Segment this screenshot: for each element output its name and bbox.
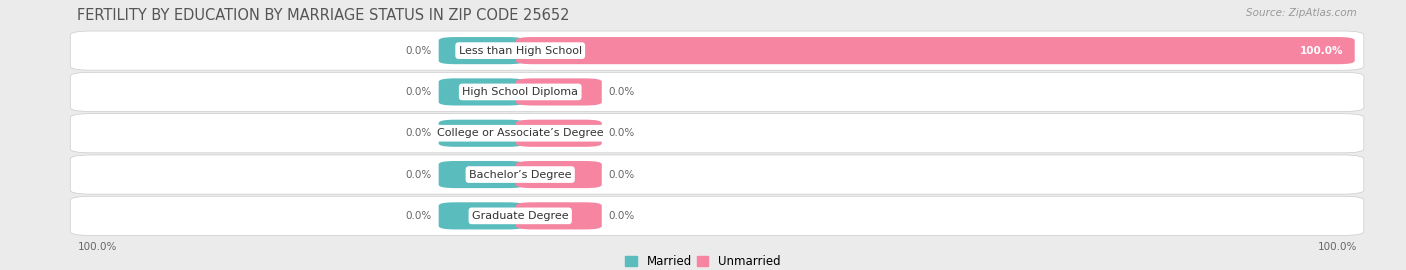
Text: 0.0%: 0.0% [405,211,432,221]
FancyBboxPatch shape [70,114,1364,153]
Text: Bachelor’s Degree: Bachelor’s Degree [470,170,571,180]
FancyBboxPatch shape [516,78,602,106]
FancyBboxPatch shape [439,161,524,188]
FancyBboxPatch shape [516,161,602,188]
Text: High School Diploma: High School Diploma [463,87,578,97]
FancyBboxPatch shape [516,37,1354,64]
Text: Less than High School: Less than High School [458,46,582,56]
FancyBboxPatch shape [439,202,524,230]
Text: 0.0%: 0.0% [609,87,636,97]
Legend: Married, Unmarried: Married, Unmarried [620,250,786,270]
FancyBboxPatch shape [439,37,524,64]
FancyBboxPatch shape [70,196,1364,235]
FancyBboxPatch shape [70,155,1364,194]
Text: 0.0%: 0.0% [609,211,636,221]
Text: 0.0%: 0.0% [405,128,432,138]
Text: 0.0%: 0.0% [405,170,432,180]
Text: 100.0%: 100.0% [77,242,117,252]
FancyBboxPatch shape [70,31,1364,70]
FancyBboxPatch shape [70,72,1364,112]
FancyBboxPatch shape [516,120,602,147]
FancyBboxPatch shape [439,120,524,147]
Text: 100.0%: 100.0% [1317,242,1357,252]
FancyBboxPatch shape [439,78,524,106]
Text: Source: ZipAtlas.com: Source: ZipAtlas.com [1246,8,1357,18]
Text: 100.0%: 100.0% [1301,46,1343,56]
Text: 0.0%: 0.0% [405,87,432,97]
Text: FERTILITY BY EDUCATION BY MARRIAGE STATUS IN ZIP CODE 25652: FERTILITY BY EDUCATION BY MARRIAGE STATU… [77,8,569,23]
Text: 0.0%: 0.0% [609,128,636,138]
Text: 0.0%: 0.0% [405,46,432,56]
Text: College or Associate’s Degree: College or Associate’s Degree [437,128,603,138]
Text: Graduate Degree: Graduate Degree [472,211,568,221]
FancyBboxPatch shape [516,202,602,230]
Text: 0.0%: 0.0% [609,170,636,180]
